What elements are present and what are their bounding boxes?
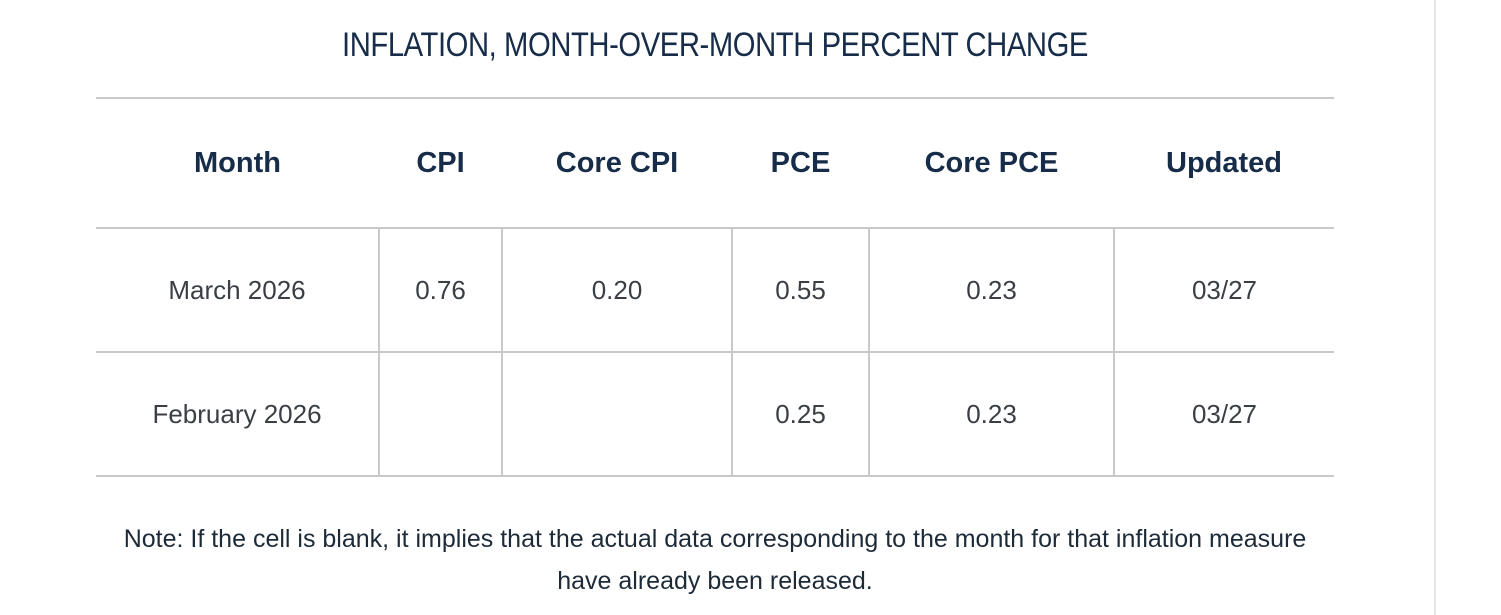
column-header-month: Month: [96, 97, 379, 229]
cell-updated: 03/27: [1113, 227, 1334, 353]
column-header-pce: PCE: [732, 97, 869, 229]
cell-updated: 03/27: [1113, 351, 1334, 477]
table-note: Note: If the cell is blank, it implies t…: [123, 525, 1307, 595]
table-row: March 2026 0.76 0.20 0.55 0.23 03/27: [96, 227, 1334, 353]
cell-month: February 2026: [96, 351, 380, 477]
content-divider: [1434, 0, 1436, 615]
column-header-core-cpi: Core CPI: [502, 97, 732, 229]
cell-pce: 0.55: [731, 227, 870, 353]
page-content: INFLATION, MONTH-OVER-MONTH PERCENT CHAN…: [96, 26, 1334, 595]
cell-core-cpi: 0.20: [501, 227, 733, 353]
cell-pce: 0.25: [731, 351, 870, 477]
cell-cpi: [378, 351, 503, 477]
table-header-row: Month CPI Core CPI PCE Core PCE Updated: [96, 97, 1334, 229]
column-header-updated: Updated: [1114, 97, 1334, 229]
cell-core-pce: 0.23: [868, 351, 1115, 477]
table-title: INFLATION, MONTH-OVER-MONTH PERCENT CHAN…: [342, 26, 1088, 64]
cell-cpi: 0.76: [378, 227, 503, 353]
column-header-core-pce: Core PCE: [869, 97, 1114, 229]
inflation-table: Month CPI Core CPI PCE Core PCE Updated …: [96, 97, 1334, 477]
cell-core-cpi: [501, 351, 733, 477]
column-header-cpi: CPI: [379, 97, 502, 229]
table-row: February 2026 0.25 0.23 03/27: [96, 351, 1334, 477]
cell-month: March 2026: [96, 227, 380, 353]
cell-core-pce: 0.23: [868, 227, 1115, 353]
